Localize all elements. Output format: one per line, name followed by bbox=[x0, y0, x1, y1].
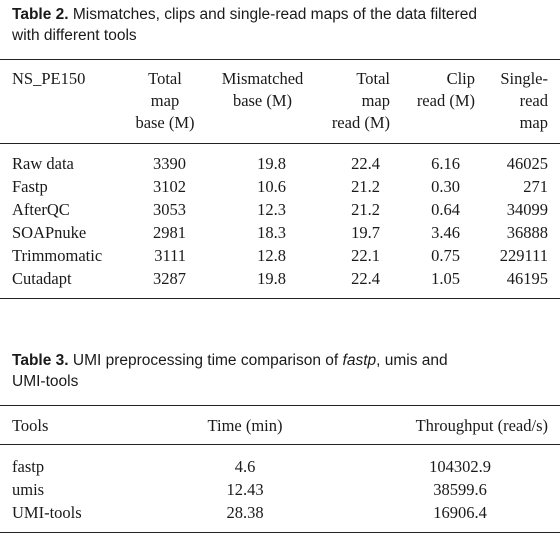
table-3-title-em: fastp bbox=[342, 352, 377, 369]
table-cell-clip-read: 0.30 bbox=[431, 177, 460, 196]
table-cell-total-map-read: 19.7 bbox=[351, 223, 380, 242]
table-cell-total-map-read: 22.1 bbox=[351, 246, 380, 265]
table-cell-total-map-base: 3102 bbox=[153, 177, 186, 196]
table-cell-single-read-map: 271 bbox=[523, 177, 548, 196]
table-3-caption: Table 3. UMI preprocessing time comparis… bbox=[12, 350, 552, 392]
table-cell-single-read-map: 46195 bbox=[506, 269, 548, 288]
table-cell-single-read-map: 34099 bbox=[506, 200, 548, 219]
table-cell-time: 4.6 bbox=[234, 457, 256, 476]
table-row-tool: UMI-tools bbox=[12, 503, 82, 522]
table-2-bottom-rule bbox=[0, 298, 560, 299]
table-cell-mismatched-base: 12.8 bbox=[257, 246, 286, 265]
table-cell-total-map-read: 22.4 bbox=[351, 154, 380, 173]
table-cell-clip-read: 0.75 bbox=[431, 246, 460, 265]
table-cell-total-map-base: 3390 bbox=[153, 154, 186, 173]
header-mismatched-base: Mismatched base (M) bbox=[221, 69, 304, 110]
table-cell-total-map-read: 21.2 bbox=[351, 200, 380, 219]
table-2-title-line1: Mismatches, clips and single-read maps o… bbox=[72, 6, 477, 23]
table-cell-total-map-base: 3053 bbox=[153, 200, 186, 219]
header-single-read-map: Single-read map bbox=[500, 69, 548, 132]
table-3-top-rule bbox=[0, 405, 560, 406]
table-cell-single-read-map: 229111 bbox=[499, 246, 548, 265]
table-cell-total-map-base: 3287 bbox=[153, 269, 186, 288]
table-row-tool: fastp bbox=[12, 457, 45, 476]
header-tools: Tools bbox=[12, 416, 49, 435]
table-row-tool: Cutadapt bbox=[12, 269, 72, 288]
table-row-tool: Raw data bbox=[12, 154, 74, 173]
table-3-title-post: , umis and bbox=[376, 352, 448, 369]
table-cell-clip-read: 1.05 bbox=[431, 269, 460, 288]
header-total-map-base: Total map base (M) bbox=[135, 69, 195, 132]
table-cell-throughput: 104302.9 bbox=[429, 457, 491, 476]
table-2-title-line2: with different tools bbox=[12, 27, 137, 44]
table-cell-clip-read: 3.46 bbox=[431, 223, 460, 242]
header-ns-pe150: NS_PE150 bbox=[12, 69, 86, 88]
table-row-tool: AfterQC bbox=[12, 200, 70, 219]
table-row-tool: umis bbox=[12, 480, 45, 499]
table-cell-time: 12.43 bbox=[226, 480, 264, 499]
table-2-header-rule bbox=[0, 143, 560, 144]
table-cell-mismatched-base: 10.6 bbox=[257, 177, 286, 196]
table-cell-single-read-map: 36888 bbox=[506, 223, 548, 242]
table-cell-mismatched-base: 18.3 bbox=[257, 223, 286, 242]
header-time: Time (min) bbox=[207, 416, 283, 435]
header-clip-read: Clip read (M) bbox=[416, 69, 475, 110]
table-2-top-rule bbox=[0, 59, 560, 60]
table-3-header-rule bbox=[0, 444, 560, 445]
table-row-tool: Trimmomatic bbox=[12, 246, 103, 265]
table-cell-mismatched-base: 12.3 bbox=[257, 200, 286, 219]
table-cell-mismatched-base: 19.8 bbox=[257, 154, 286, 173]
table-cell-single-read-map: 46025 bbox=[506, 154, 548, 173]
table-row-tool: Fastp bbox=[12, 177, 48, 196]
table-cell-throughput: 38599.6 bbox=[433, 480, 487, 499]
table-cell-total-map-base: 3111 bbox=[154, 246, 186, 265]
table-cell-total-map-base: 2981 bbox=[153, 223, 186, 242]
table-cell-mismatched-base: 19.8 bbox=[257, 269, 286, 288]
header-throughput: Throughput (read/s) bbox=[415, 416, 548, 435]
table-3-title-line2: UMI-tools bbox=[12, 373, 79, 390]
table-2-caption: Table 2. Mismatches, clips and single-re… bbox=[12, 4, 552, 46]
table-3-label: Table 3. bbox=[12, 352, 69, 369]
table-3-bottom-rule bbox=[0, 532, 560, 533]
table-cell-time: 28.38 bbox=[226, 503, 264, 522]
table-cell-total-map-read: 21.2 bbox=[351, 177, 380, 196]
header-total-map-read: Total map read (M) bbox=[331, 69, 390, 132]
table-cell-clip-read: 0.64 bbox=[431, 200, 460, 219]
table-row-tool: SOAPnuke bbox=[12, 223, 87, 242]
table-cell-total-map-read: 22.4 bbox=[351, 269, 380, 288]
table-cell-throughput: 16906.4 bbox=[433, 503, 487, 522]
table-3-title-pre: UMI preprocessing time comparison of bbox=[72, 352, 339, 369]
table-2-label: Table 2. bbox=[12, 6, 69, 23]
table-cell-clip-read: 6.16 bbox=[431, 154, 460, 173]
